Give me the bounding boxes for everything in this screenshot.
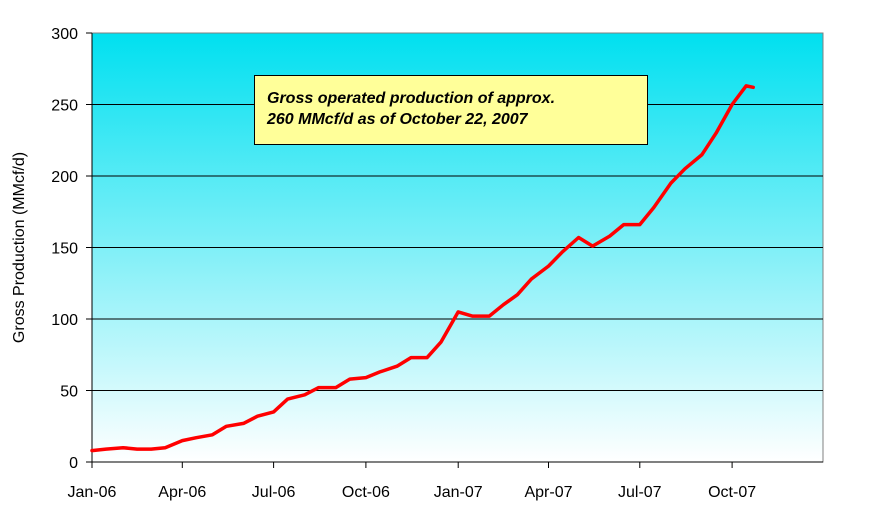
annotation-line-2: 260 MMcf/d as of October 22, 2007 (267, 111, 528, 128)
y-tick-label-100: 100 (51, 312, 78, 329)
annotation-box: Gross operated production of approx. 260… (254, 75, 648, 145)
x-tick-label-Jan-06: Jan-06 (68, 484, 117, 501)
y-tick-label-0: 0 (69, 455, 78, 472)
tick-labels: 0 50 100 150 200 250 300 Jan-06 Apr-06 Jul-06 Oct-… (51, 26, 756, 501)
x-tick-label-Jan-07: Jan-07 (434, 484, 483, 501)
x-tick-label-Apr-06: Apr-06 (158, 484, 206, 501)
y-tick-label-250: 250 (51, 98, 78, 115)
x-tick-label-Apr-07: Apr-07 (524, 484, 572, 501)
x-tick-label-Oct-06: Oct-06 (342, 484, 390, 501)
annotation-line-1: Gross operated production of approx. (267, 90, 556, 107)
x-tick-label-Oct-07: Oct-07 (708, 484, 756, 501)
y-tick-label-150: 150 (51, 241, 78, 258)
x-tick-label-Jul-07: Jul-07 (618, 484, 662, 501)
y-tick-label-50: 50 (60, 384, 78, 401)
axes (86, 32, 823, 468)
y-tick-label-200: 200 (51, 169, 78, 186)
y-tick-label-300: 300 (51, 26, 78, 43)
x-tick-label-Jul-06: Jul-06 (252, 484, 296, 501)
y-axis-title: Gross Production (MMcf/d) (11, 152, 28, 343)
series-line-gross-production (90, 84, 755, 453)
